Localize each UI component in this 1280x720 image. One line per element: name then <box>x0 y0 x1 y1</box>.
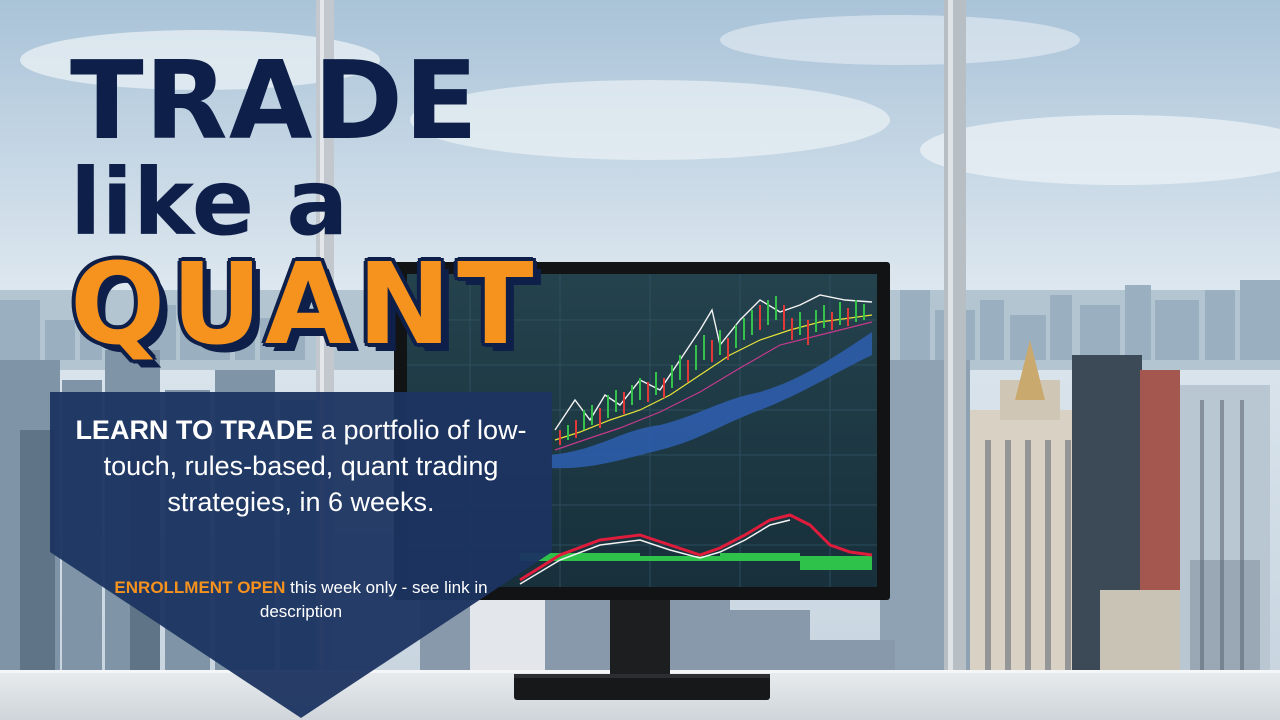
city-right <box>880 340 1270 680</box>
enrollment-open-label: ENROLLMENT OPEN <box>114 578 286 597</box>
banner-shape <box>50 392 552 718</box>
price-line <box>554 294 873 431</box>
oscillator-line <box>519 513 873 582</box>
monitor-stand <box>610 600 670 682</box>
enrollment-note: ENROLLMENT OPEN this week only - see lin… <box>80 576 522 624</box>
promo-banner: LEARN TO TRADE a portfolio of low-touch,… <box>50 392 552 718</box>
lead-text: a portfolio of low-touch, rules-based, q… <box>103 415 527 517</box>
lead-emphasis: LEARN TO TRADE <box>75 415 314 445</box>
enrollment-detail: this week only - see link in description <box>259 578 488 621</box>
banner-lead: LEARN TO TRADE a portfolio of low-touch,… <box>50 412 552 520</box>
candlesticks <box>559 296 865 445</box>
headline-quant: QUANT <box>70 240 540 370</box>
headline-trade: TRADE <box>70 39 479 164</box>
headline: TRADE like a QUANT <box>70 39 540 370</box>
cloud-band <box>550 332 872 469</box>
window-frame-right <box>944 0 966 680</box>
headline-like-a: like a <box>70 149 349 256</box>
monitor-base <box>514 674 770 700</box>
oscillator-histogram <box>520 553 872 570</box>
